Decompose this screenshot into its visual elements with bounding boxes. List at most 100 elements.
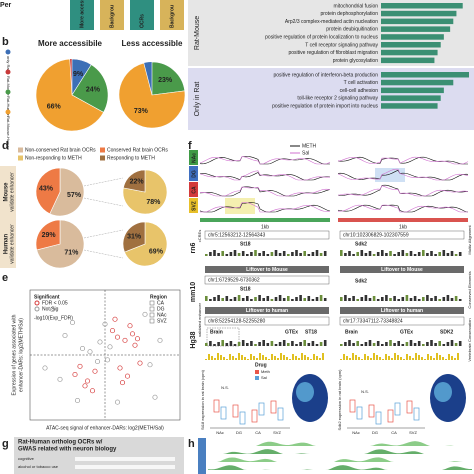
legend-swatch xyxy=(149,312,155,318)
locus: chr5:12563212-12564343 xyxy=(208,232,265,238)
point xyxy=(132,342,138,348)
conservation-bar xyxy=(214,358,216,360)
signal-track xyxy=(337,185,469,197)
alignment-block xyxy=(237,295,241,301)
conservation-bar xyxy=(364,354,366,360)
x-axis-label: ATAC-seq signal of enhancer-DARs: log2(M… xyxy=(46,425,164,431)
alignment-block xyxy=(262,298,265,301)
locus: chr1:6729529-6730362 xyxy=(208,277,260,283)
alignment-block xyxy=(376,252,380,256)
panel-label: g xyxy=(2,438,9,450)
legend-label: NAc xyxy=(157,312,167,318)
region-tag xyxy=(189,198,198,213)
conservation-bar xyxy=(457,353,459,360)
annotation: N.S. xyxy=(361,389,369,394)
go-bar xyxy=(381,26,451,32)
point xyxy=(49,306,56,313)
alignment-block xyxy=(401,250,405,256)
strip-bar xyxy=(130,0,154,30)
alignment-block xyxy=(430,298,433,301)
y-axis-label: St18 expression in rat brain (cpm) xyxy=(200,369,205,430)
point xyxy=(92,368,98,374)
liftover-label: Liftover to Mouse xyxy=(246,267,288,273)
point xyxy=(57,376,63,382)
alignment-block xyxy=(287,254,290,256)
alignment-block xyxy=(250,252,253,256)
legend-label: Non-conserved Rat brain OCRs xyxy=(25,147,96,153)
alignment-block xyxy=(311,252,315,256)
liftover-bar xyxy=(205,307,329,314)
track-label: Brain xyxy=(345,329,358,335)
annotation: N.S. xyxy=(221,385,229,390)
alignment-block xyxy=(385,295,388,301)
legend-swatch xyxy=(5,109,11,115)
assembly-label: Hg38 xyxy=(190,331,197,348)
x-tick-label: SVZ xyxy=(409,430,417,435)
conservation-bar xyxy=(379,357,381,360)
alignment-block xyxy=(458,341,462,346)
alignment-block xyxy=(282,251,286,256)
alignment-block xyxy=(389,340,392,346)
conservation-bar xyxy=(421,357,423,360)
box xyxy=(258,402,265,416)
alignment-block xyxy=(303,251,306,256)
point xyxy=(114,399,121,405)
alignment-block xyxy=(258,295,261,301)
alignment-block xyxy=(315,297,319,301)
alignment-block xyxy=(344,342,347,346)
go-term: protein glycosylation xyxy=(333,58,379,64)
region-tag xyxy=(189,150,198,165)
alignment-block xyxy=(323,340,327,346)
connector xyxy=(83,249,124,259)
gene-name: ST18 xyxy=(305,329,317,335)
legend-label: Rat-Mouse-Human xyxy=(6,116,11,150)
embryo-image xyxy=(296,382,314,402)
point xyxy=(74,397,81,404)
alignment-block xyxy=(229,341,233,346)
region-label: NAc xyxy=(191,153,197,163)
box xyxy=(356,406,363,420)
alignment-block xyxy=(417,299,421,301)
conservation-bar xyxy=(256,358,258,360)
alignment-block xyxy=(307,296,311,301)
alignment-block xyxy=(438,252,441,256)
go-bar xyxy=(381,34,444,40)
signal-area xyxy=(208,465,472,470)
point xyxy=(147,362,153,368)
alignment-block xyxy=(397,252,400,256)
conservation-bar xyxy=(430,356,432,360)
point xyxy=(102,321,108,327)
conservation-bar xyxy=(232,356,234,360)
conservation-bar xyxy=(205,359,207,360)
alignment-block xyxy=(344,253,347,256)
pie-label: 73% xyxy=(134,108,149,115)
point xyxy=(127,323,133,329)
signal-area xyxy=(208,441,472,446)
alignment-block xyxy=(389,298,392,301)
signal-track xyxy=(337,204,468,213)
conservation-bar xyxy=(373,353,375,360)
alignment-block xyxy=(307,343,311,346)
alignment-block xyxy=(434,296,437,301)
panel-label: f xyxy=(188,140,192,152)
conservation-bar xyxy=(343,354,345,360)
alignment-block xyxy=(246,343,249,346)
point xyxy=(87,349,93,355)
track-label: GTEx xyxy=(285,329,298,335)
signal-track xyxy=(199,202,331,213)
alignment-block xyxy=(262,251,265,256)
legend-label: CA xyxy=(157,300,165,306)
alignment-block xyxy=(205,343,208,346)
conservation-bar xyxy=(268,359,270,360)
y-axis-label: enhancer-DARs: log2(METH/Sal) xyxy=(18,318,24,392)
go-term: protein deubiquitination xyxy=(326,27,378,33)
legend-swatch xyxy=(5,49,11,55)
alignment-block xyxy=(233,297,237,301)
conservation-bar xyxy=(400,357,402,360)
alignment-block xyxy=(372,296,376,301)
alignment-block xyxy=(217,342,220,346)
strip-label: More accessi xyxy=(79,0,85,28)
x-tick-label: CA xyxy=(391,430,397,435)
legend-label: Conserved Rat brain OCRs xyxy=(107,147,168,153)
alignment-block xyxy=(409,340,413,346)
